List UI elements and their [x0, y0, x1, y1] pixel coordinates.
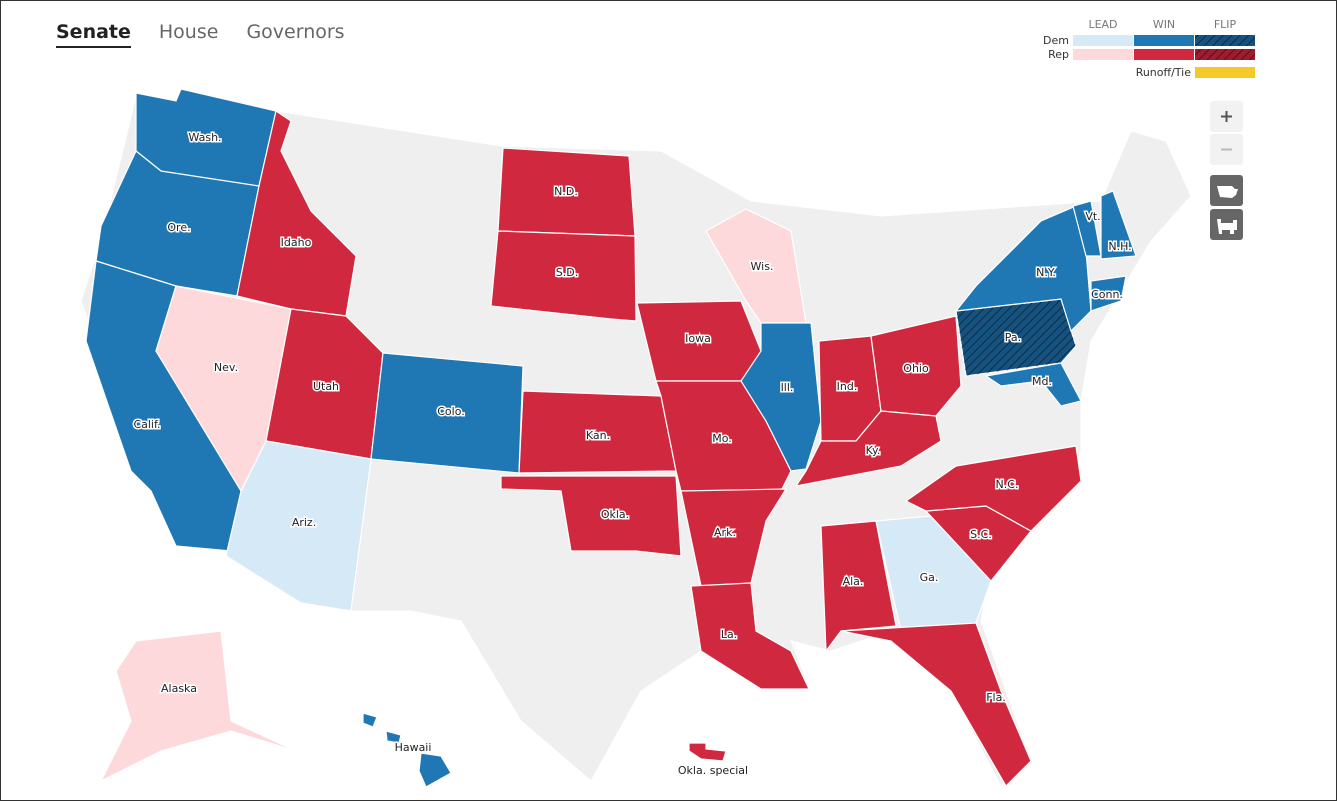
- state[interactable]: [1100, 190, 1137, 260]
- state-label: N.D.: [554, 185, 578, 198]
- state-label: Ala.: [843, 575, 864, 588]
- state[interactable]: [490, 230, 637, 322]
- state[interactable]: [362, 712, 452, 788]
- state-label: Colo.: [437, 405, 465, 418]
- state[interactable]: [688, 742, 727, 762]
- states: Wash. Ore. Calif. Nev. Idaho Utah Ariz. Colo. N.…: [85, 88, 1137, 788]
- state-label: Ill.: [781, 381, 794, 394]
- state[interactable]: [500, 475, 682, 557]
- state[interactable]: [680, 488, 788, 587]
- legend-swatch: [1134, 49, 1194, 60]
- state-label: Idaho: [281, 236, 312, 249]
- tab[interactable]: House: [158, 21, 219, 43]
- state-label: Conn.: [1091, 288, 1123, 301]
- state-label: Hawaii: [395, 741, 432, 754]
- state-label: Alaska: [161, 682, 197, 695]
- state-label: Pa.: [1005, 331, 1021, 344]
- state[interactable]: [794, 410, 942, 487]
- state[interactable]: [875, 515, 992, 632]
- state-label: Okla. special: [678, 764, 748, 777]
- state[interactable]: [99, 630, 297, 783]
- state-label: N.Y.: [1036, 266, 1056, 279]
- state-label: Okla.: [601, 508, 629, 521]
- view-grid[interactable]: [1210, 209, 1243, 240]
- state[interactable]: [904, 445, 1082, 532]
- state[interactable]: [984, 362, 1082, 407]
- state[interactable]: [95, 150, 260, 297]
- zoom-out[interactable]: [1210, 134, 1243, 165]
- state-flip-hatch: [956, 299, 1076, 376]
- state[interactable]: [1090, 275, 1127, 312]
- legend-swatch: [1073, 35, 1133, 46]
- state-label: S.C.: [970, 528, 992, 541]
- legend-hatch: [1195, 35, 1255, 46]
- state-label: Mo.: [712, 432, 732, 445]
- state-label: Ga.: [920, 571, 939, 584]
- state-label: Ind.: [837, 380, 858, 393]
- state-label: Ohio: [903, 362, 929, 375]
- legend-swatch: [1073, 49, 1133, 60]
- tab[interactable]: Senate: [56, 21, 131, 48]
- state-label: Vt.: [1085, 210, 1100, 223]
- tabs: Senate House Governors: [56, 21, 345, 48]
- state-label: S.D.: [556, 266, 578, 279]
- legend-hatch: [1195, 49, 1255, 60]
- state[interactable]: [870, 315, 962, 417]
- state-label: Nev.: [214, 361, 238, 374]
- state[interactable]: [820, 520, 897, 653]
- state-label: Wis.: [751, 260, 774, 273]
- legend-row-label: Rep: [1048, 48, 1069, 61]
- state-label: N.H.: [1108, 240, 1131, 253]
- state-label: Iowa: [685, 332, 711, 345]
- state-label: Md.: [1032, 375, 1052, 388]
- zoom-in[interactable]: [1210, 101, 1243, 132]
- view-national[interactable]: [1210, 175, 1243, 206]
- state-label: Ariz.: [292, 516, 316, 529]
- legend-swatch: [1195, 67, 1255, 78]
- state-label: Fla.: [986, 691, 1006, 704]
- legend-runoff-label: Runoff/Tie: [1136, 66, 1192, 79]
- state-label: Calif.: [133, 418, 160, 431]
- state-label: Wash.: [188, 131, 221, 144]
- legend-swatch: [1134, 35, 1194, 46]
- state[interactable]: [840, 622, 1032, 787]
- legend-column: LEAD: [1088, 18, 1117, 31]
- state-label: Kan.: [586, 429, 610, 442]
- state[interactable]: [236, 110, 357, 317]
- state-label: N.C.: [996, 478, 1019, 491]
- state-label: Ky.: [866, 444, 881, 457]
- legend-column: FLIP: [1214, 18, 1237, 31]
- state-label: Utah: [313, 380, 339, 393]
- legend-column: WIN: [1153, 18, 1175, 31]
- tab[interactable]: Governors: [246, 21, 345, 43]
- state-label: Ark.: [714, 526, 736, 539]
- legend-row-label: Dem: [1043, 34, 1069, 47]
- state[interactable]: [740, 322, 822, 472]
- state[interactable]: [690, 582, 810, 690]
- state-label: Ore.: [167, 221, 190, 234]
- state-label: La.: [721, 628, 737, 641]
